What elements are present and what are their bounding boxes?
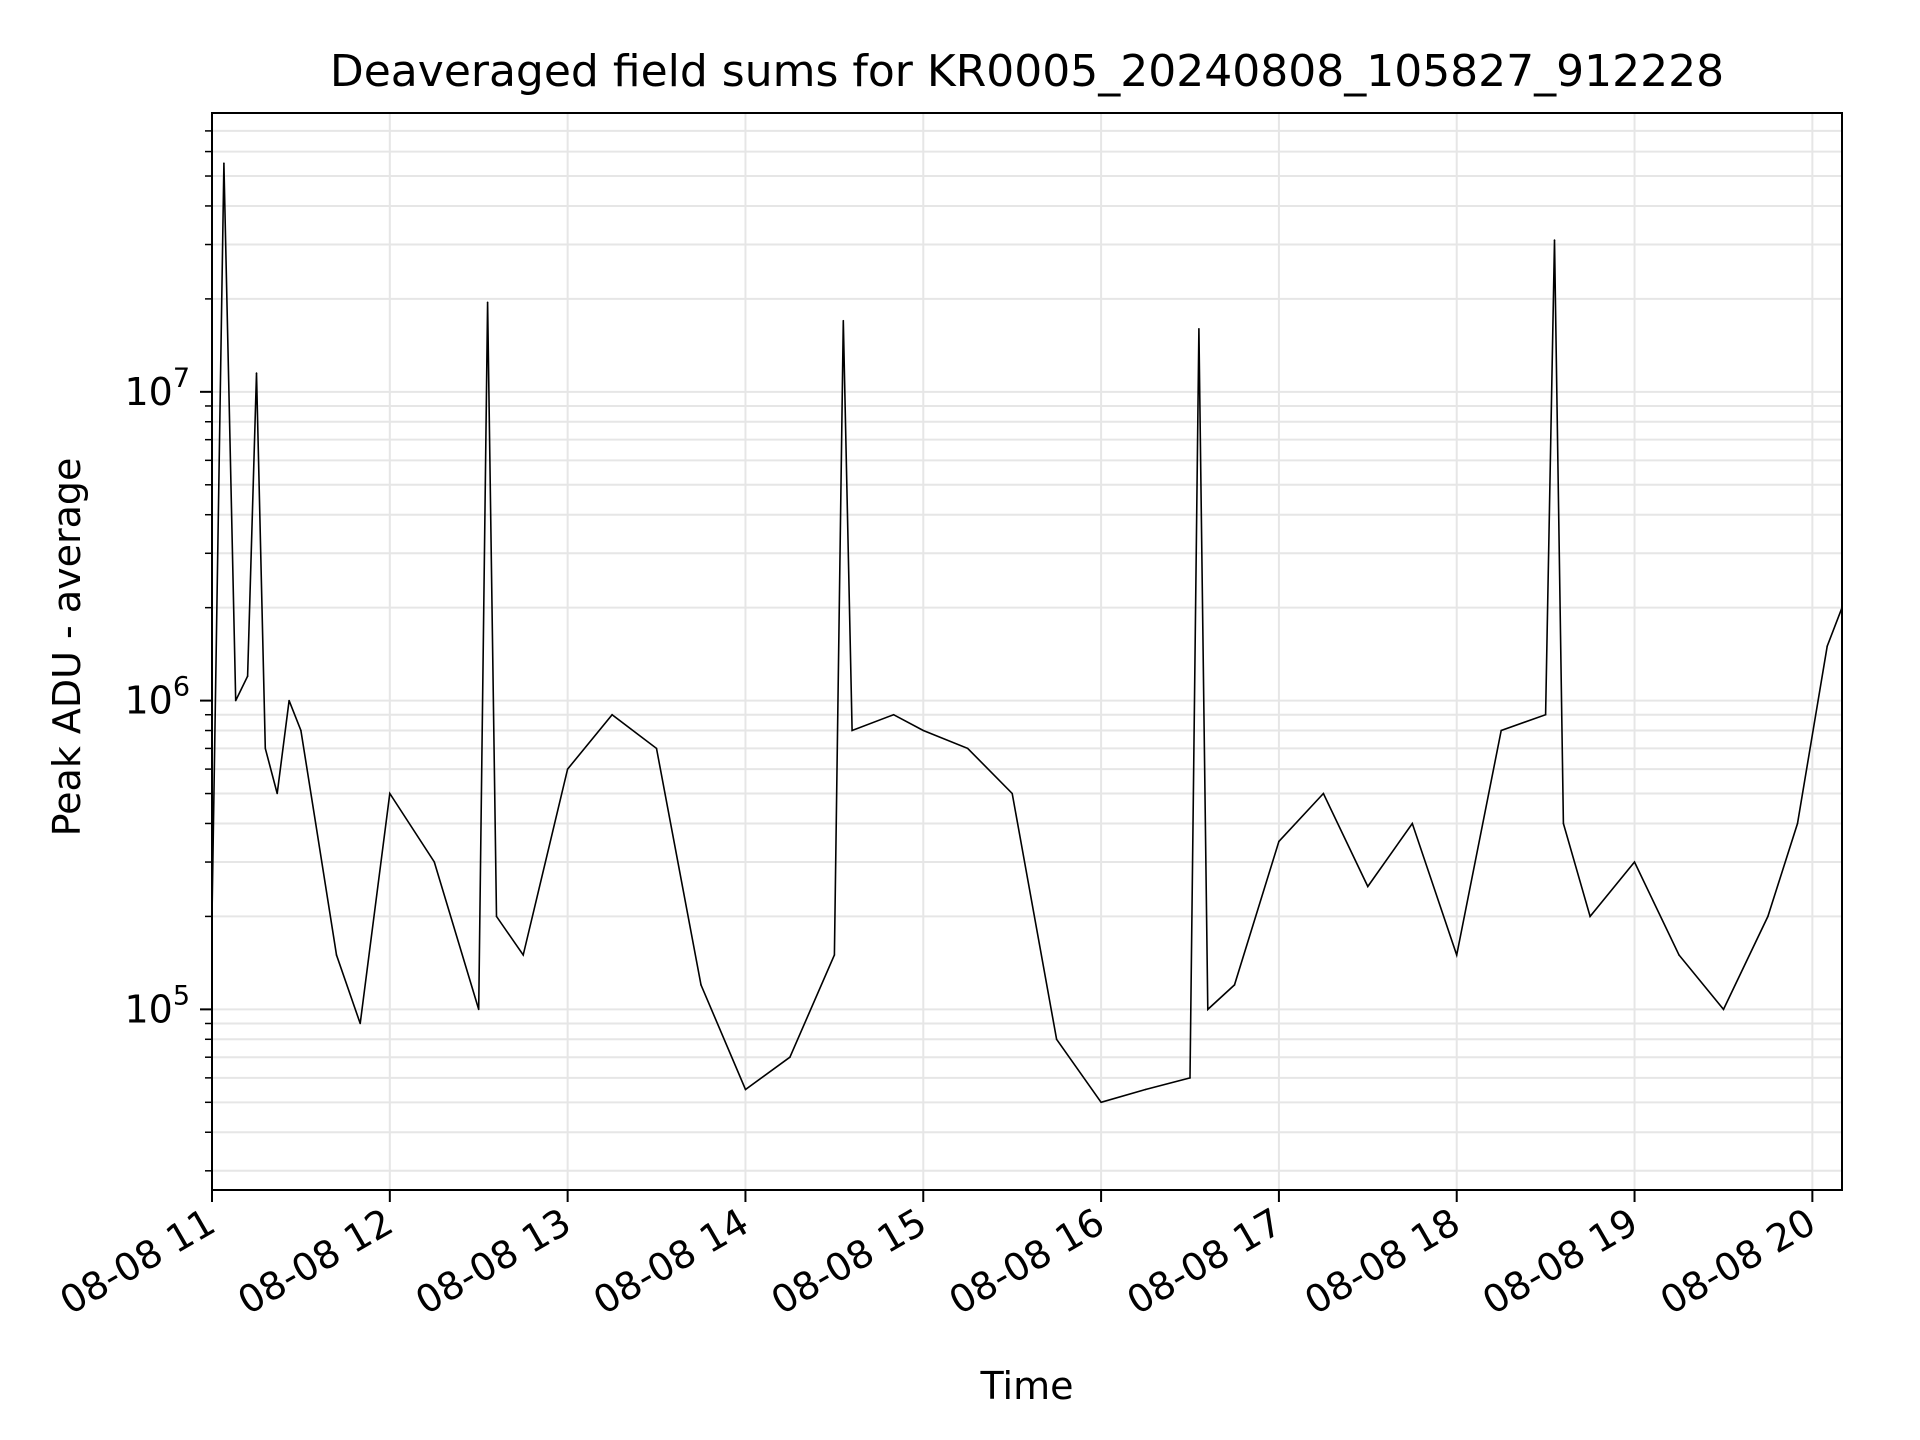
data-point xyxy=(223,162,225,164)
x-tick-label: 08-08 12 xyxy=(230,1200,400,1324)
x-tick-label: 08-08 20 xyxy=(1653,1200,1823,1324)
data-point xyxy=(522,954,524,956)
x-tick-label: 08-08 17 xyxy=(1119,1200,1289,1324)
data-point xyxy=(1500,729,1502,732)
data-point xyxy=(1189,1077,1191,1079)
x-axis-ticks: 08-08 11 08-08 12 08-08 13 08-08 14 08-08 15… xyxy=(53,1190,1823,1323)
data-point xyxy=(246,675,249,677)
data-point xyxy=(1055,1038,1058,1041)
data-point xyxy=(1198,328,1200,330)
data-point xyxy=(1544,713,1547,716)
data-point xyxy=(1589,915,1591,918)
data-point xyxy=(1796,822,1799,825)
data-point xyxy=(255,372,258,374)
data-point xyxy=(789,1056,791,1058)
y-axis-label: Peak ADU - average xyxy=(45,457,89,837)
data-point xyxy=(1767,915,1769,918)
data-point xyxy=(700,984,702,986)
data-point xyxy=(1233,984,1236,986)
data-point xyxy=(842,319,845,322)
x-tick-label: 08-08 13 xyxy=(408,1200,578,1324)
data-point xyxy=(486,301,489,304)
x-tick-label: 08-08 11 xyxy=(53,1200,223,1324)
data-point xyxy=(1826,645,1828,647)
data-point xyxy=(1144,1088,1147,1091)
data-point xyxy=(477,1008,480,1011)
data-point xyxy=(833,954,836,956)
y-tick-label: 106 xyxy=(124,672,190,723)
data-point xyxy=(359,1022,362,1025)
data-point xyxy=(1367,885,1369,888)
y-tick-label: 107 xyxy=(124,363,190,414)
series-line xyxy=(211,163,1843,1104)
data-point xyxy=(335,954,338,956)
data-point xyxy=(966,747,969,750)
x-tick-label: 08-08 15 xyxy=(764,1200,934,1324)
data-point xyxy=(234,699,237,702)
chart-title: Deaveraged field sums for KR0005_2024080… xyxy=(329,46,1725,97)
data-point xyxy=(655,747,658,750)
x-tick-label: 08-08 18 xyxy=(1297,1200,1467,1324)
data-point xyxy=(288,699,290,702)
data-point xyxy=(851,729,853,732)
x-tick-label: 08-08 16 xyxy=(942,1200,1112,1324)
x-tick-label: 08-08 14 xyxy=(586,1200,756,1324)
data-point xyxy=(264,747,267,750)
major-gridlines xyxy=(211,113,1842,1190)
data-point xyxy=(1100,1101,1102,1104)
x-axis-label: Time xyxy=(980,1364,1074,1408)
series-layer xyxy=(211,162,1843,1104)
data-point xyxy=(1678,954,1680,956)
data-point xyxy=(922,729,925,732)
data-point xyxy=(314,822,317,825)
data-point xyxy=(1322,792,1325,795)
data-point xyxy=(611,713,613,716)
data-point xyxy=(1011,792,1013,795)
data-point xyxy=(1553,239,1556,241)
data-point xyxy=(1562,822,1565,825)
data-point xyxy=(1455,954,1458,956)
y-axis-ticks: 105 106 107 xyxy=(124,130,212,1172)
data-point xyxy=(1633,861,1636,863)
x-tick-label: 08-08 19 xyxy=(1475,1200,1645,1324)
data-point xyxy=(276,792,279,795)
data-point xyxy=(300,729,302,732)
data-point xyxy=(1278,840,1280,843)
data-point xyxy=(892,713,895,716)
data-point xyxy=(566,768,569,770)
y-tick-label: 105 xyxy=(124,980,190,1031)
data-point xyxy=(433,861,436,863)
data-point xyxy=(744,1088,747,1091)
minor-gridlines xyxy=(212,129,1842,1172)
data-point xyxy=(1207,1008,1209,1011)
data-point xyxy=(495,915,498,918)
data-point xyxy=(1722,1008,1725,1011)
data-point xyxy=(1411,822,1414,825)
axes-frame xyxy=(211,112,1843,1191)
data-point xyxy=(389,792,391,795)
